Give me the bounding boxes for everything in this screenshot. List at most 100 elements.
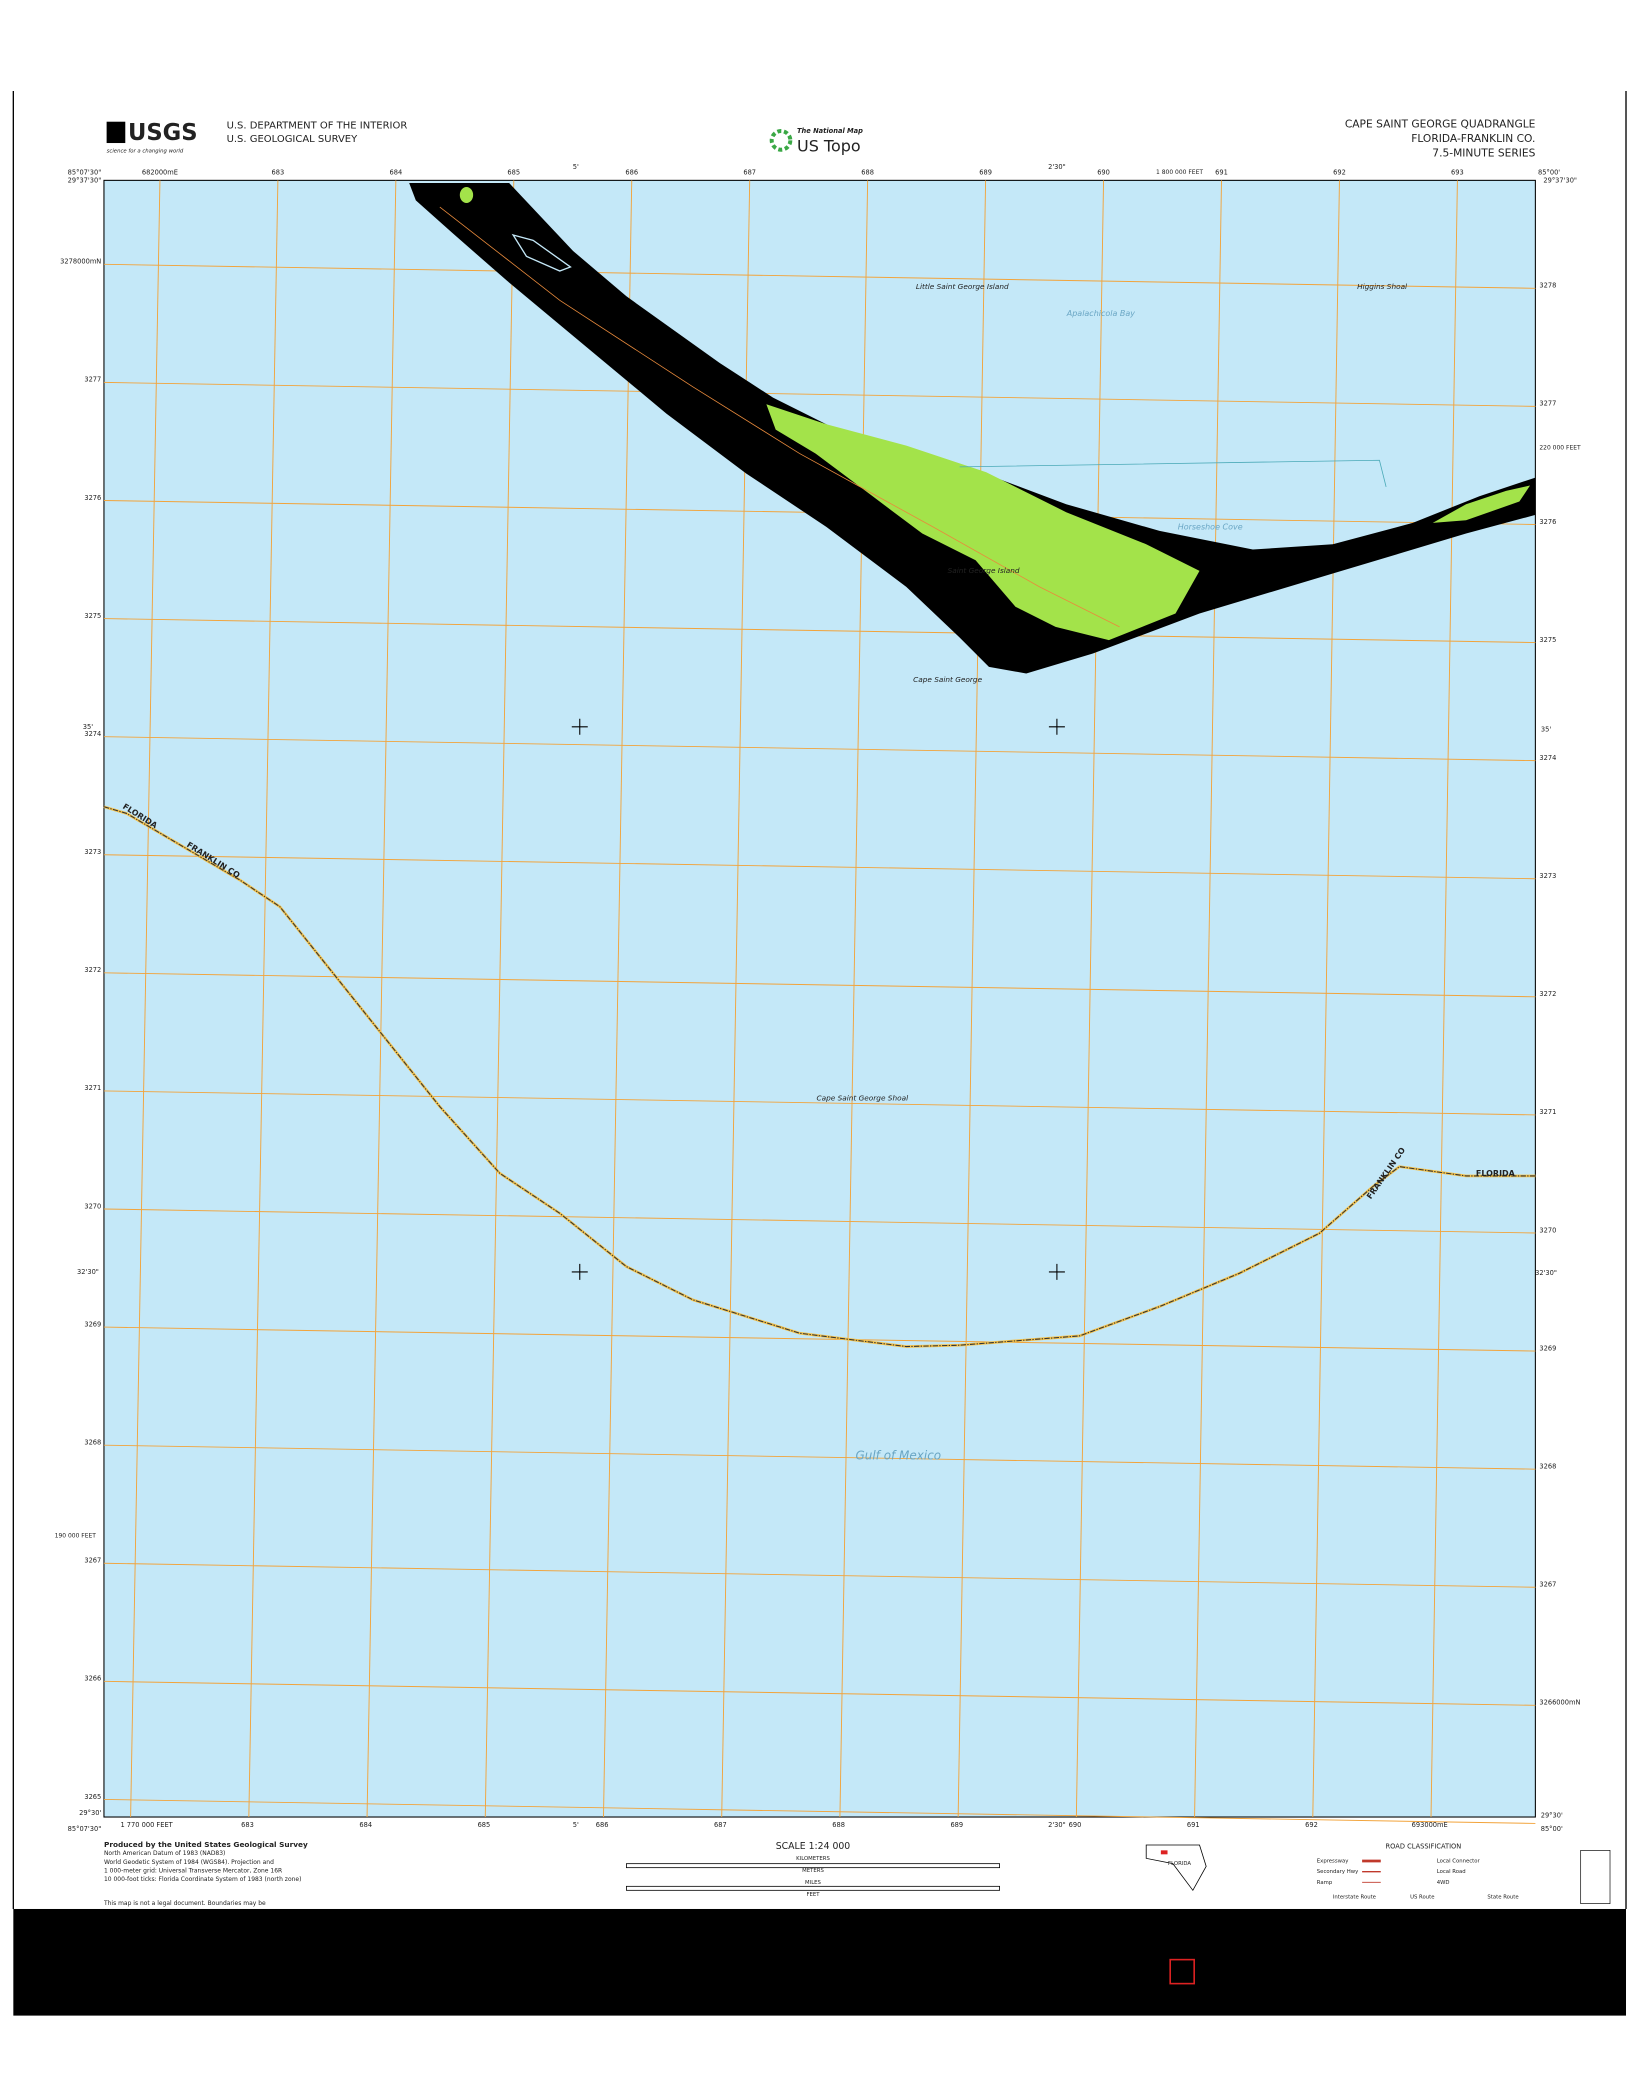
road-type: Secondary Hwy — [1317, 1869, 1358, 1875]
easting-label: 691 — [1187, 1821, 1200, 1829]
scale-unit: KILOMETERS — [796, 1856, 830, 1862]
grid-line — [103, 736, 1536, 762]
grid-line — [103, 1680, 1536, 1706]
easting-label: 687 — [714, 1821, 727, 1829]
minute-label: 32'30" — [1535, 1269, 1557, 1277]
grid-line — [103, 1208, 1536, 1234]
grid-line — [103, 618, 1536, 644]
grid-line — [484, 180, 515, 1818]
scale-bar — [626, 1885, 1000, 1891]
northing-label: 3276 — [84, 494, 101, 502]
easting-label: 693 — [1451, 168, 1464, 176]
place-name: Cape Saint George — [913, 675, 982, 684]
corner-label: 29°37'30" — [1543, 176, 1577, 184]
grid-line — [366, 180, 397, 1818]
northing-label: 3265 — [84, 1793, 101, 1801]
corner-label: 29°30' — [1541, 1812, 1563, 1820]
northing-label: 3278 — [1539, 282, 1556, 290]
road-type: Local Connector — [1437, 1859, 1481, 1865]
credit: 1 000-meter grid: Universal Transverse M… — [104, 1867, 282, 1874]
easting-label: 683 — [241, 1821, 254, 1829]
easting-label: 686 — [625, 168, 638, 176]
cross — [571, 718, 588, 735]
place-name: Cape Saint George Shoal — [817, 1094, 909, 1103]
product-name: US Topo — [797, 137, 861, 156]
easting-label: 687 — [743, 168, 756, 176]
northing-label: 3266 — [84, 1675, 101, 1683]
northing-label: 3276 — [1539, 518, 1556, 526]
cross — [1048, 718, 1065, 735]
minute-label: 35' — [83, 723, 93, 731]
barcode — [1580, 1850, 1611, 1904]
easting-label: 690 — [1097, 168, 1110, 176]
easting-label: 692 — [1305, 1821, 1318, 1829]
northing-label: 3269 — [1539, 1344, 1556, 1352]
vegetation — [766, 404, 1200, 641]
easting-label: 688 — [861, 168, 874, 176]
northing-label: 3275 — [1539, 636, 1556, 644]
logo-mark — [106, 121, 126, 144]
minute-label: 2'30" — [1048, 1821, 1066, 1829]
northing-label: 3270 — [84, 1202, 101, 1210]
place-name: Higgins Shoal — [1357, 282, 1407, 291]
easting-label: 682000mE — [142, 168, 178, 176]
northing-label: 3268 — [1539, 1462, 1556, 1470]
corner-label: 85°00' — [1541, 1825, 1563, 1833]
road-type: Ramp — [1317, 1880, 1333, 1886]
scale-unit: METERS — [802, 1868, 824, 1874]
credit: This map is not a legal document. Bounda… — [103, 1900, 266, 1907]
easting-label: 689 — [979, 168, 992, 176]
grid-line — [957, 180, 987, 1818]
northing-label: 3273 — [84, 848, 101, 856]
northing-label: 3266000mN — [1539, 1699, 1580, 1707]
grid-line — [103, 1798, 1536, 1824]
boundary-label: FLORIDA — [1476, 1169, 1516, 1178]
scale-unit: MILES — [805, 1880, 822, 1886]
minute-label: 32'30" — [77, 1268, 99, 1276]
corner-label: 29°37'30" — [68, 176, 102, 184]
northing-label: 3274 — [1539, 754, 1556, 762]
easting-label: 693000mE — [1412, 1821, 1448, 1829]
corner-label: 85°07'30" — [68, 1825, 102, 1833]
easting-label: 689 — [950, 1821, 963, 1829]
easting-label: 686 — [596, 1821, 609, 1829]
vegetation — [459, 187, 474, 204]
easting-label: 1 770 000 FEET — [120, 1821, 173, 1829]
northing-label: 3275 — [84, 612, 101, 620]
place-name: Little Saint George Island — [916, 282, 1009, 291]
scale-bar — [626, 1863, 1000, 1869]
grid-line — [103, 854, 1536, 880]
northing-label: 3268 — [84, 1439, 101, 1447]
grid-line — [103, 1090, 1536, 1116]
northing-label: 3271 — [84, 1084, 101, 1092]
northing-label: 3270 — [1539, 1226, 1556, 1234]
road-type: State Route — [1487, 1894, 1518, 1900]
ustopo-logo — [769, 129, 793, 152]
credit: Produced by the United States Geological… — [104, 1840, 308, 1849]
easting-label: 685 — [507, 168, 520, 176]
contour — [439, 206, 1120, 628]
state-label: FLORIDA — [1168, 1861, 1191, 1867]
easting-label: 685 — [478, 1821, 491, 1829]
water-name: Horseshoe Cove — [1178, 522, 1243, 531]
road-type: Local Road — [1437, 1869, 1466, 1875]
logo-tagline: science for a changing world — [107, 149, 184, 155]
easting-label: 684 — [359, 1821, 372, 1829]
northing-label: 3267 — [84, 1557, 101, 1565]
credit: World Geodetic System of 1984 (WGS84). P… — [104, 1859, 274, 1866]
easting-label: 683 — [272, 168, 285, 176]
grid-line — [130, 180, 161, 1818]
northing-label: 3267 — [1539, 1581, 1556, 1589]
usgs-logo: USGS science for a changing world — [106, 120, 198, 155]
boundary-line — [959, 459, 1387, 487]
northing-label: 3272 — [1539, 990, 1556, 998]
easting-label: 690 — [1069, 1821, 1082, 1829]
agency: U.S. GEOLOGICAL SURVEY — [227, 134, 359, 145]
scale-unit: FEET — [806, 1892, 820, 1898]
easting-label: 692 — [1333, 168, 1346, 176]
grid-line — [603, 180, 633, 1818]
agency: U.S. DEPARTMENT OF THE INTERIOR — [227, 121, 408, 132]
minute-label: 2'30" — [1048, 163, 1066, 171]
road-type: Interstate Route — [1333, 1894, 1376, 1900]
